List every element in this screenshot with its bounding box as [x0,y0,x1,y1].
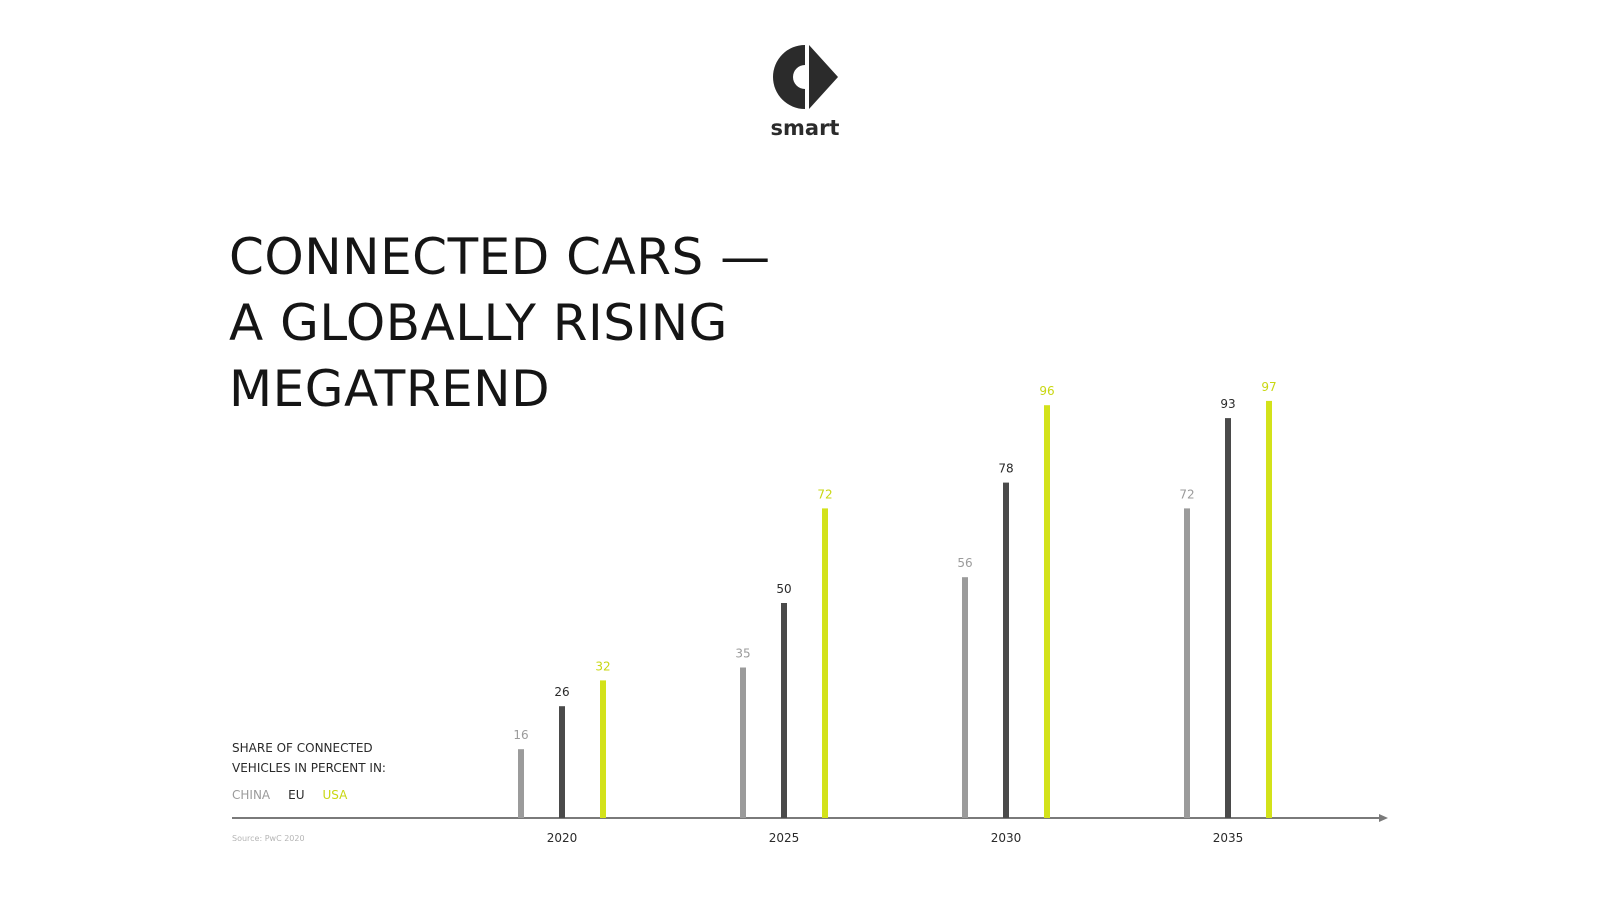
value-label-usa-2025: 72 [817,487,832,501]
page-title: CONNECTED CARS — A GLOBALLY RISING MEGAT… [229,224,789,422]
bar-eu-2035 [1225,418,1231,818]
bar-china-2025 [740,667,746,818]
bar-eu-2020 [559,706,565,818]
bar-eu-2025 [781,603,787,818]
bar-china-2035 [1184,508,1190,818]
bar-usa-2025 [822,508,828,818]
legend-item-usa: USA [322,788,348,802]
value-label-usa-2035: 97 [1261,380,1276,394]
title-line-1: CONNECTED CARS — [229,228,771,286]
x-tick-label-2030: 2030 [991,831,1022,845]
source-note: Source: PwC 2020 [232,834,305,843]
brand-wordmark: smart [770,116,840,140]
bar-china-2030 [962,577,968,818]
x-tick-label-2035: 2035 [1213,831,1244,845]
title-line-2: A GLOBALLY RISING [229,294,728,352]
bar-eu-2030 [1003,482,1009,818]
legend-item-eu: EU [288,788,305,802]
legend-item-china: CHINA [232,788,271,802]
value-label-eu-2020: 26 [554,685,569,699]
bar-china-2020 [518,749,524,818]
title-line-3: MEGATREND [229,360,551,418]
bar-usa-2030 [1044,405,1050,818]
x-tick-label-2025: 2025 [769,831,800,845]
chart-legend: SHARE OF CONNECTED VEHICLES IN PERCENT I… [232,738,472,805]
value-label-eu-2030: 78 [998,462,1013,476]
value-label-china-2020: 16 [513,728,528,742]
legend-heading-line-1: SHARE OF CONNECTED [232,741,373,755]
x-axis-arrow-icon [1379,814,1388,822]
bar-usa-2020 [600,680,606,818]
value-label-usa-2030: 96 [1039,384,1054,398]
smart-logo: smart [770,44,840,144]
value-label-eu-2035: 93 [1220,397,1235,411]
bar-usa-2035 [1266,400,1272,818]
value-label-china-2025: 35 [735,647,750,661]
legend-items: CHINA EU USA [232,785,472,805]
x-tick-label-2020: 2020 [547,831,578,845]
smart-logo-icon [773,45,838,109]
value-label-china-2030: 56 [957,556,972,570]
value-label-china-2035: 72 [1179,487,1194,501]
value-label-eu-2025: 50 [776,582,791,596]
legend-heading-line-2: VEHICLES IN PERCENT IN: [232,761,386,775]
value-label-usa-2020: 32 [595,659,610,673]
